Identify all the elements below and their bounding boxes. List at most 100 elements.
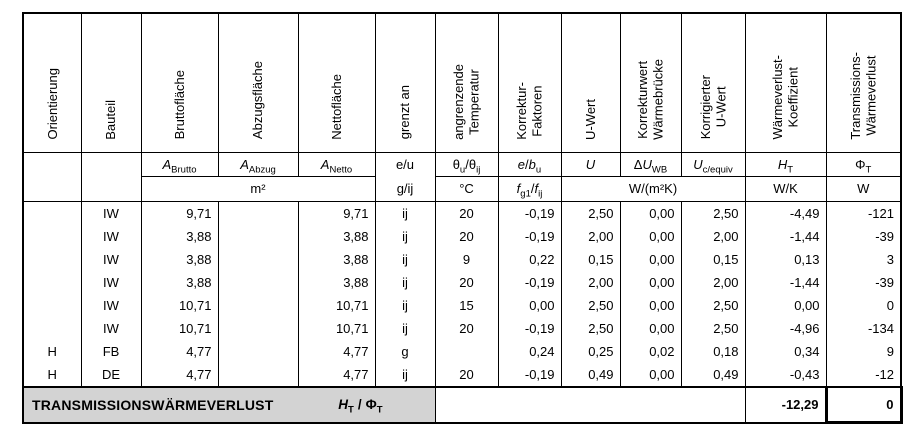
cell-waermeverlust-koeffizient: 0,13 <box>744 247 827 271</box>
symbol-slash: / <box>465 156 469 172</box>
cell-nettoflaeche: 3,88 <box>297 224 376 248</box>
cell-korrektur-faktoren: -0,19 <box>497 201 562 225</box>
cell-korrektur-faktoren: -0,19 <box>497 316 562 340</box>
table-footer: TRANSMISSIONSWÄRMEVERLUST HT / ΦT -12,29 0 <box>23 385 903 424</box>
cell-korrekturwert-waermebruecke: 0,00 <box>619 201 682 225</box>
cell-orientierung <box>22 316 82 340</box>
column-header-abzugsflaeche: Abzugsfläche <box>217 12 299 153</box>
column-header-label: Transmissions- Wärmeverlust <box>847 51 879 140</box>
symbol-theta-u: θ <box>452 156 460 172</box>
table-row: IW 3,88 3,88 ij 20 -0,19 2,00 0,00 2,00 -1,44 -39 <box>22 224 902 248</box>
symbol-A: A <box>240 156 249 172</box>
symbol-sub-t: T <box>348 404 354 416</box>
cell-u-wert: 0,25 <box>560 339 621 363</box>
column-header-bruttoflaeche: Bruttofläche <box>140 12 219 153</box>
symbol-a-netto: ANetto <box>297 151 376 177</box>
cell-u-wert: 2,50 <box>560 201 621 225</box>
unit-w-k: W/K <box>744 176 827 202</box>
cell-u-wert: 0,15 <box>560 247 621 271</box>
cell-nettoflaeche: 4,77 <box>297 339 376 363</box>
cell-angrenzende-temperatur: 20 <box>434 270 499 294</box>
cell-korrekturwert-waermebruecke: 0,00 <box>619 362 682 387</box>
table-row: H FB 4,77 4,77 g 0,24 0,25 0,02 0,18 0,34 9 <box>22 339 902 363</box>
cell-korrigierter-u-wert: 0,49 <box>680 362 746 387</box>
symbol-g-ij: g/ij <box>396 180 414 196</box>
cell-angrenzende-temperatur: 20 <box>434 362 499 387</box>
cell-grenzt-an: ij <box>374 201 436 225</box>
symbol-sub-abzug: Abzug <box>248 164 276 176</box>
symbol-ht: HT <box>744 151 827 177</box>
cell-bruttoflaeche: 10,71 <box>140 316 219 340</box>
table-row: IW 10,71 10,71 ij 15 0,00 2,50 0,00 2,50 0,00 0 <box>22 293 902 317</box>
cell-orientierung <box>22 224 82 248</box>
cell-bauteil: FB <box>80 339 142 363</box>
column-header-bauteil: Bauteil <box>80 12 142 153</box>
cell-korrekturwert-waermebruecke: 0,00 <box>619 293 682 317</box>
cell-orientierung <box>22 247 82 271</box>
cell-bruttoflaeche: 9,71 <box>140 201 219 225</box>
symbol-theta: θu/θij <box>434 151 499 177</box>
symbol-u: U <box>560 151 621 177</box>
cell-grenzt-an: ij <box>374 270 436 294</box>
cell-waermeverlust-koeffizient: 0,34 <box>744 339 827 363</box>
cell-bauteil: IW <box>80 201 142 225</box>
symbol-U: U <box>585 156 596 172</box>
unit-w-m2k-label: W/(m²K) <box>628 181 678 197</box>
symbol-theta-ij: θ <box>468 156 477 172</box>
cell-bauteil: DE <box>80 362 142 387</box>
cell-abzugsflaeche <box>217 201 299 225</box>
symbol-phi: Φ <box>855 156 866 172</box>
unit-degc-label: °C <box>459 181 474 197</box>
column-header-nettoflaeche: Nettofläche <box>297 12 376 153</box>
column-header-label: Nettofläche <box>328 73 344 140</box>
symbol-cell-bauteil-empty <box>80 151 142 202</box>
unit-w: W <box>825 176 902 202</box>
symbol-sub-netto: Netto <box>329 164 353 176</box>
column-header-label: U-Wert <box>582 98 598 140</box>
symbol-delta: Δ <box>633 156 643 172</box>
cell-bauteil: IW <box>80 316 142 340</box>
cell-bruttoflaeche: 4,77 <box>140 339 219 363</box>
cell-korrekturwert-waermebruecke: 0,00 <box>619 247 682 271</box>
cell-grenzt-an: g <box>374 339 436 363</box>
column-header-grenzt-an: grenzt an <box>374 12 436 153</box>
cell-nettoflaeche: 9,71 <box>297 201 376 225</box>
cell-abzugsflaeche <box>217 270 299 294</box>
symbol-slash: / <box>357 397 362 412</box>
symbol-b: b <box>528 156 536 172</box>
cell-waermeverlust-koeffizient: -0,43 <box>744 362 827 387</box>
cell-nettoflaeche: 3,88 <box>297 247 376 271</box>
symbol-row: ABrutto AAbzug ANetto e/u g/ij θu/θij e/… <box>22 151 902 202</box>
table-row: IW 3,88 3,88 ij 20 -0,19 2,00 0,00 2,00 -1,44 -39 <box>22 270 902 294</box>
cell-korrektur-faktoren: -0,19 <box>497 270 562 294</box>
header-row: Orientierung Bauteil Bruttofläche Abzugs… <box>22 12 902 153</box>
unit-w-m2k: W/(m²K) <box>560 176 746 202</box>
symbol-cell-orientierung-empty <box>22 151 82 202</box>
column-header-korrigierter-u-wert: Korrigierter U-Wert <box>680 12 746 153</box>
symbol-u-cequiv: Uc/equiv <box>680 151 746 177</box>
footer-ht-total: -12,29 <box>745 385 827 423</box>
table-row: IW 9,71 9,71 ij 20 -0,19 2,50 0,00 2,50 -4,49 -121 <box>22 201 902 225</box>
table-row: IW 10,71 10,71 ij 20 -0,19 2,50 0,00 2,50 -4,96 -1… <box>22 316 902 340</box>
symbol-phi-t: ΦT <box>825 151 902 177</box>
cell-korrektur-faktoren: -0,19 <box>497 362 562 387</box>
cell-bruttoflaeche: 3,88 <box>140 247 219 271</box>
unit-f: f <box>516 181 521 197</box>
symbol-sub-ij: ij <box>476 164 481 176</box>
unit-sub-ij: ij <box>538 188 543 200</box>
cell-u-wert: 2,50 <box>560 293 621 317</box>
symbol-U: U <box>642 156 652 172</box>
footer-phi-total: 0 <box>824 385 903 424</box>
unit-row: m² °C fg1/fij W/(m²K) W/K W <box>23 176 902 202</box>
cell-orientierung: H <box>22 362 82 387</box>
cell-transmissions-waermeverlust: -12 <box>825 362 902 387</box>
cell-nettoflaeche: 4,77 <box>297 362 376 387</box>
symbol-e-bu: e/bu <box>497 151 562 177</box>
cell-orientierung <box>22 293 82 317</box>
unit-f-factors: fg1/fij <box>497 176 562 202</box>
column-header-label: Bruttofläche <box>171 70 187 140</box>
column-header-label: angrenzende Temperatur <box>451 63 482 140</box>
cell-grenzt-an: ij <box>374 362 436 387</box>
cell-grenzt-an: ij <box>374 316 436 340</box>
